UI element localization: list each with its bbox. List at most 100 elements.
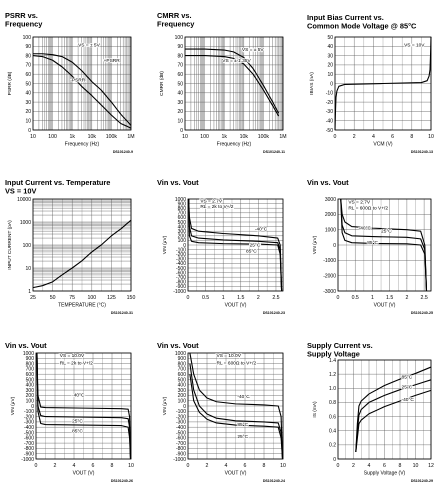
plot-frame [35,352,132,460]
x-tick-label: 1.5 [386,295,393,301]
y-tick-label: -400 [176,261,186,267]
y-tick-label: 900 [26,356,35,362]
x-tick-label: 10k [88,134,97,140]
y-tick-label: 50 [327,35,333,41]
y-tick-label: -900 [176,284,186,290]
y-tick-label: 20 [177,109,183,115]
y-tick-label: 600 [178,215,187,221]
series-line-3 [340,198,428,292]
annotation: 85°C [246,248,257,254]
x-tick-label: 1M [127,134,134,140]
y-tick-label: 90 [177,44,183,50]
grid [187,352,284,460]
annotation: 85°C [367,240,378,246]
series-line-3 [36,352,132,460]
series-line-1 [36,352,132,460]
x-tick-label: 6 [391,134,394,140]
chart-title: Supply Voltage [307,350,360,359]
y-tick-label: 100 [23,35,32,41]
y-tick-label: -100 [176,247,186,253]
y-tick-label: 2000 [325,212,336,218]
annotation: 25°C [72,418,83,424]
x-tick-label: 6 [383,463,386,469]
y-tick-label: 10 [25,266,31,272]
y-tick-label: -800 [176,280,186,286]
x-tick-label: 75 [69,295,75,301]
series-line-3 [189,374,284,460]
y-tick-label: 800 [178,206,187,212]
figure-code: DS101240-13 [411,150,433,154]
x-tick-label: 2 [353,134,356,140]
chart-3: Input Bias Current vs.Common Mode Voltag… [307,13,434,154]
chart-9: Supply Current vs.Supply Voltage 0 2 4 6 8 10 1… [307,341,434,483]
x-tick-label: 100k [258,134,270,140]
chart-title: PSRR vs. [5,11,38,20]
y-tick-label: -40 [326,119,333,125]
annotation: VS = 10V [404,42,425,48]
y-tick-label: -30 [326,109,333,115]
y-tick-label: 300 [178,229,187,235]
series-line-3 [355,389,432,452]
series-line-2 [355,379,432,452]
y-tick-label: 60 [177,72,183,78]
y-tick-label: 1000 [325,227,336,233]
x-tick-label: 2 [405,295,408,301]
y-tick-label: 400 [178,383,187,389]
y-tick-label: 0 [333,243,336,249]
annotation: 85°C [237,422,248,428]
y-tick-label: 20 [25,109,31,115]
plot-frame [32,198,132,292]
y-tick-label: 80 [177,53,183,59]
x-tick-label: 4 [225,463,228,469]
x-tick-label: 4 [372,134,375,140]
annotation: VS = ± 1.35V [222,58,251,64]
series-line-2 [36,352,132,460]
series-line-1 [189,352,284,460]
y-tick-label: 0.2 [329,443,336,449]
annotation: -40°C [255,226,268,232]
figure-code: DS101240-29 [411,479,433,483]
annotation: -40°C [72,392,85,398]
chart-title: Frequency [157,20,195,29]
annotation: VS = 10.0V [217,353,242,359]
y-tick-label: -1000 [173,289,186,295]
chart-title: Common Mode Voltage @ 85°C [307,22,417,31]
y-tick-label: 80 [25,53,31,59]
y-tick-label: 70 [177,63,183,69]
x-tick-label: 0 [337,295,340,301]
x-tick-label: 100 [87,295,96,301]
y-tick-label: 0.8 [329,400,336,406]
x-tick-label: 8 [263,463,266,469]
x-tick-label: 2 [206,463,209,469]
y-tick-label: 100 [175,35,184,41]
y-axis-label: VIN (μV) [312,235,318,254]
annotation: VS = 10.0V [60,353,85,359]
x-tick-label: 2 [257,295,260,301]
x-axis-label: VOUT (V) [73,471,95,477]
x-tick-label: 150 [127,295,136,301]
y-tick-label: -300 [176,420,186,426]
y-tick-label: 0.4 [329,429,336,435]
y-tick-label: -300 [24,420,34,426]
y-tick-label: -800 [24,446,34,452]
annotation: RL = 2k to V+/2 [60,361,93,367]
plot-frame [187,352,284,460]
y-tick-label: 40 [327,44,333,50]
x-axis-label: Frequency (Hz) [217,142,252,148]
y-axis-label: CMRR (dB) [159,71,165,96]
y-tick-label: -400 [24,425,34,431]
y-tick-label: -500 [176,266,186,272]
y-tick-label: 800 [178,361,187,367]
x-tick-label: 2 [352,463,355,469]
x-tick-label: 8 [111,463,114,469]
y-tick-label: -900 [24,452,34,458]
series-line-2 [32,55,132,129]
annotation: 25°C [250,242,261,248]
x-tick-label: 1k [69,134,75,140]
x-tick-label: 100k [106,134,118,140]
grid [32,36,132,131]
figure-code: DS101240-24 [263,479,285,483]
y-tick-label: 1.0 [329,386,336,392]
